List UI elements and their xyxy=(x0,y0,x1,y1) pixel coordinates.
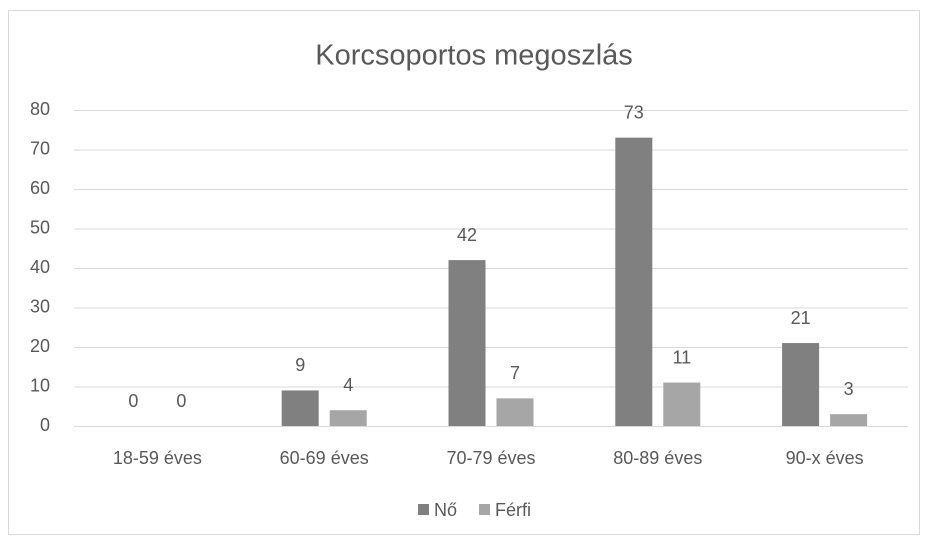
x-tick-label: 70-79 éves xyxy=(446,448,535,468)
bar xyxy=(281,390,319,426)
data-label: 73 xyxy=(624,102,644,122)
x-tick-label: 18-59 éves xyxy=(113,448,202,468)
y-tick-label: 30 xyxy=(30,296,50,316)
data-label: 21 xyxy=(791,308,811,328)
chart-title: Korcsoportos megoszlás xyxy=(315,40,633,72)
data-label: 0 xyxy=(176,391,186,411)
y-tick-label: 70 xyxy=(30,138,50,158)
data-label: 42 xyxy=(457,225,477,245)
data-label: 4 xyxy=(343,375,353,395)
data-label: 3 xyxy=(844,379,854,399)
data-label: 7 xyxy=(510,363,520,383)
bar xyxy=(663,382,701,426)
y-tick-label: 50 xyxy=(30,217,50,237)
bar xyxy=(329,410,367,426)
y-tick-label: 40 xyxy=(30,257,50,277)
bar xyxy=(448,260,486,426)
bar xyxy=(615,137,653,426)
y-tick-label: 80 xyxy=(30,99,50,119)
y-tick-label: 0 xyxy=(40,415,50,435)
x-tick-label: 80-89 éves xyxy=(613,448,702,468)
x-tick-label: 60-69 éves xyxy=(280,448,369,468)
x-tick-label: 90-x éves xyxy=(786,448,864,468)
data-label: 0 xyxy=(128,391,138,411)
data-label: 9 xyxy=(295,355,305,375)
y-tick-label: 10 xyxy=(30,375,50,395)
bar xyxy=(782,343,820,426)
legend-label: Férfi xyxy=(495,500,531,520)
legend-label: Nő xyxy=(434,500,457,520)
y-tick-label: 20 xyxy=(30,336,50,356)
legend-swatch xyxy=(418,504,429,515)
legend-swatch xyxy=(479,504,491,515)
data-label: 11 xyxy=(672,347,691,367)
bar xyxy=(830,414,868,426)
bar xyxy=(496,398,534,426)
y-tick-label: 60 xyxy=(30,178,50,198)
